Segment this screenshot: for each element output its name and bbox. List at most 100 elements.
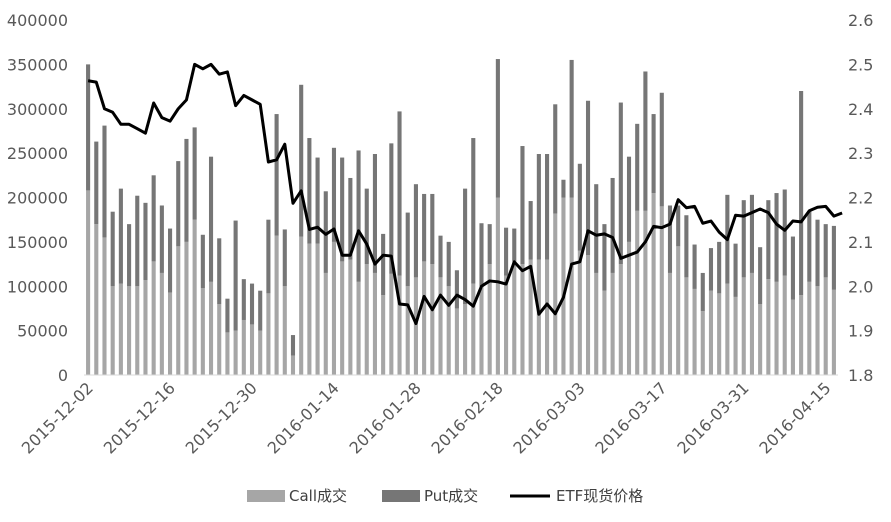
put-bar [569, 59, 574, 198]
call-bar [307, 243, 312, 375]
call-bar [807, 281, 812, 375]
put-bar [151, 175, 156, 262]
call-bar [151, 261, 156, 375]
x-tick-label: 2016-01-28 [346, 378, 425, 457]
call-bar [725, 283, 730, 375]
put-bar [299, 84, 304, 237]
call-bar [512, 261, 517, 375]
call-bar [200, 288, 205, 375]
call-bar [700, 311, 705, 375]
put-bar [249, 283, 255, 325]
put-bar [102, 125, 107, 238]
put-bar [741, 200, 746, 278]
call-bar [758, 304, 763, 375]
call-bar [290, 355, 296, 375]
left-tick-label: 300000 [7, 100, 68, 119]
call-bar [430, 264, 435, 375]
call-bar [233, 330, 238, 376]
put-bar [225, 298, 230, 333]
put-bar [692, 244, 697, 289]
etf-price-line [87, 62, 843, 326]
right-tick-label: 2.5 [848, 55, 873, 74]
left-axis-ticks: 0 50000 100000 150000 200000 250000 300000 3500… [7, 11, 68, 385]
left-tick-label: 100000 [7, 277, 68, 296]
put-bar [651, 114, 656, 194]
call-bar [217, 304, 222, 375]
put-bar [790, 236, 795, 300]
call-bar [553, 213, 558, 375]
put-bar [504, 227, 509, 276]
call-bar [241, 319, 246, 375]
call-bar [340, 261, 345, 375]
call-bar [274, 235, 279, 375]
call-bar [749, 272, 754, 375]
call-bar [774, 281, 779, 375]
put-bar [463, 188, 468, 305]
put-bar [127, 224, 132, 287]
put-bar [381, 233, 386, 296]
put-bar [184, 138, 189, 242]
x-axis-ticks: 2015-12-02 2015-12-16 2015-12-30 2016-01-14… [18, 378, 835, 457]
right-axis-ticks: 1.8 1.9 2.0 2.1 2.2 2.3 2.4 2.5 2.6 [848, 11, 873, 385]
call-bar [258, 330, 263, 376]
put-bar [667, 205, 673, 273]
call-bar [479, 286, 484, 375]
put-bar [758, 247, 763, 304]
call-bar [454, 308, 459, 375]
put-bar [561, 179, 566, 198]
right-tick-label: 2.2 [848, 189, 873, 208]
left-tick-label: 350000 [7, 55, 68, 74]
put-bar [200, 234, 205, 289]
call-bar [405, 286, 410, 375]
left-tick-label: 200000 [7, 189, 68, 208]
put-bar [594, 184, 599, 273]
call-bar [413, 277, 418, 376]
put-bar [143, 202, 148, 281]
left-tick-label: 50000 [17, 322, 68, 341]
right-tick-label: 2.1 [848, 233, 873, 252]
put-bar [659, 92, 664, 207]
call-bar [667, 272, 673, 375]
put-bar [536, 154, 541, 260]
call-bar [626, 241, 632, 376]
call-bar [176, 246, 181, 375]
put-bar [610, 177, 615, 273]
left-tick-label: 150000 [7, 233, 68, 252]
call-bar [536, 259, 541, 376]
call-bar [323, 272, 328, 375]
call-bar [422, 261, 427, 375]
call-bar [676, 246, 681, 375]
call-bar [299, 236, 304, 375]
call-bar [692, 288, 697, 375]
put-bar [520, 146, 525, 265]
put-bar [315, 157, 320, 244]
put-bar [823, 224, 828, 278]
x-tick-label: 2016-04-15 [755, 378, 834, 457]
call-bar [143, 280, 148, 375]
put-bar [495, 59, 500, 198]
call-bar [823, 277, 828, 376]
put-bar [708, 248, 714, 291]
call-bar [282, 286, 287, 375]
put-bar [700, 272, 705, 312]
call-bar [208, 281, 214, 375]
call-bar [790, 299, 795, 375]
put-bar [545, 154, 550, 260]
legend-label-etf: ETF现货价格 [556, 487, 643, 505]
call-bar [331, 241, 337, 376]
put-bar [626, 156, 632, 242]
put-bar [643, 71, 648, 211]
call-bar [618, 264, 623, 375]
x-tick-label: 2016-01-14 [264, 378, 343, 457]
call-bar [577, 250, 582, 375]
call-bar [831, 289, 836, 375]
put-bar [233, 220, 238, 331]
put-bar [86, 64, 91, 191]
put-bar [454, 270, 459, 309]
left-tick-label: 0 [58, 366, 68, 385]
call-bar [495, 197, 500, 375]
put-bar [684, 215, 689, 278]
put-bar [307, 138, 312, 244]
legend-swatch-put [382, 490, 420, 502]
